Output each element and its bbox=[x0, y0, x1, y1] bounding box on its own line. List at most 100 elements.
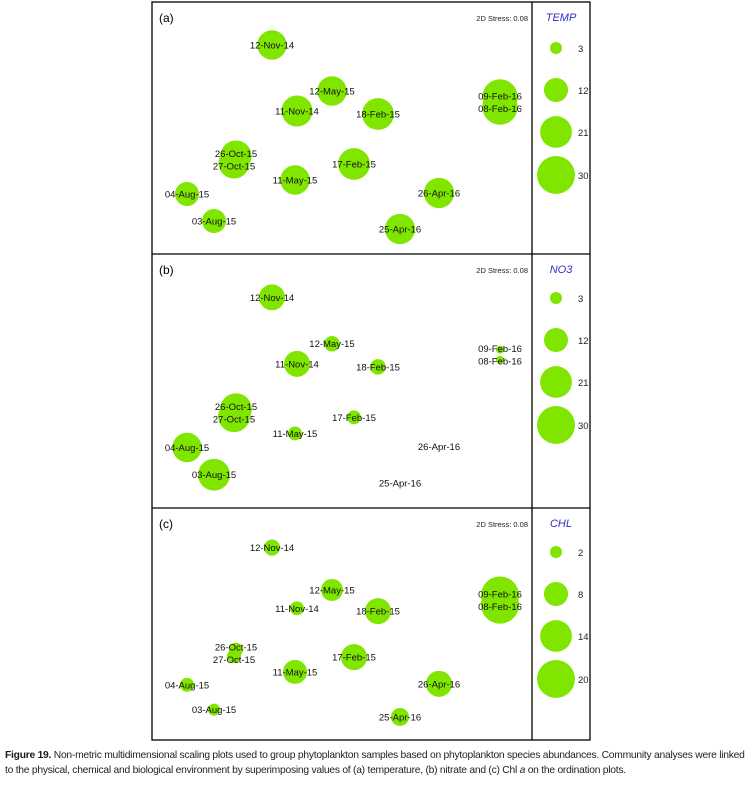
stress-label: 2D Stress: 0.08 bbox=[476, 266, 528, 275]
data-bubble bbox=[317, 76, 347, 106]
panel-label: (c) bbox=[159, 517, 173, 531]
legend-value: 3 bbox=[578, 294, 583, 305]
legend-bubble bbox=[540, 620, 572, 652]
data-bubble bbox=[180, 677, 194, 692]
point-label: 11-May-15 bbox=[273, 667, 318, 678]
data-bubble bbox=[496, 355, 504, 364]
legend-bubble bbox=[537, 156, 575, 194]
legend-value: 12 bbox=[578, 336, 589, 347]
legend-bubble bbox=[537, 660, 575, 698]
data-bubble bbox=[347, 410, 361, 425]
data-bubble bbox=[280, 165, 310, 195]
data-bubble bbox=[423, 177, 455, 209]
point-label: 18-Feb-15 bbox=[356, 110, 400, 121]
point-label: 26-Apr-16 bbox=[418, 189, 460, 200]
legend-bubble bbox=[537, 406, 575, 444]
point-label: 03-Aug-15 bbox=[192, 217, 236, 228]
data-bubble bbox=[207, 703, 221, 716]
point-label: 12-Nov-14 bbox=[250, 41, 294, 52]
point-label: 09-Feb-16 bbox=[478, 344, 522, 355]
data-bubble bbox=[384, 213, 416, 245]
data-bubble bbox=[437, 445, 441, 448]
data-bubble bbox=[282, 659, 308, 684]
legend-value: 21 bbox=[578, 128, 589, 139]
legend-title: NO3 bbox=[550, 264, 574, 276]
caption-label: Figure 19. bbox=[5, 750, 52, 761]
legend-value: 21 bbox=[578, 378, 589, 389]
legend-bubble bbox=[543, 327, 569, 353]
point-label: 11-Nov-14 bbox=[275, 359, 319, 370]
figure-frame bbox=[151, 1, 591, 741]
point-label: 08-Feb-16 bbox=[478, 357, 522, 368]
point-label: 11-May-15 bbox=[273, 176, 318, 187]
point-label: 11-Nov-14 bbox=[275, 107, 319, 118]
stress-label: 2D Stress: 0.08 bbox=[476, 14, 528, 23]
data-bubble bbox=[263, 539, 281, 556]
legend-bubble bbox=[549, 41, 563, 55]
panel-a: (a) 2D Stress: 0.08 TEMP 3 12 21 30 12-Nov-14 12… bbox=[159, 11, 589, 245]
legend-bubble bbox=[549, 545, 563, 559]
data-bubble bbox=[227, 649, 241, 664]
point-label: 18-Feb-15 bbox=[356, 362, 400, 373]
data-bubble bbox=[172, 432, 202, 463]
data-bubble bbox=[290, 601, 304, 616]
point-label: 17-Feb-15 bbox=[332, 653, 376, 664]
point-label: 08-Feb-16 bbox=[478, 104, 522, 115]
data-bubble bbox=[370, 359, 386, 375]
point-label: 09-Feb-16 bbox=[478, 91, 522, 102]
legend-bubble bbox=[549, 291, 563, 305]
point-label: 18-Feb-15 bbox=[356, 607, 400, 618]
point-label: 26-Apr-16 bbox=[418, 679, 460, 690]
data-bubble bbox=[174, 181, 200, 207]
legend-bubble bbox=[540, 116, 572, 148]
point-label: 04-Aug-15 bbox=[165, 443, 209, 454]
point-label: 12-Nov-14 bbox=[250, 293, 294, 304]
legend-value: 20 bbox=[578, 675, 589, 686]
legend-value: 14 bbox=[578, 632, 589, 643]
point-label: 11-May-15 bbox=[273, 429, 318, 440]
legend-bubble bbox=[543, 581, 569, 607]
data-bubble bbox=[362, 98, 394, 130]
legend-value: 3 bbox=[578, 44, 583, 55]
point-label: 12-May-15 bbox=[309, 585, 354, 596]
data-bubble bbox=[259, 284, 285, 311]
point-label: 27-Oct-15 bbox=[213, 161, 255, 172]
legend-value: 30 bbox=[578, 171, 589, 182]
data-bubble bbox=[218, 147, 250, 179]
data-bubble bbox=[218, 400, 250, 433]
nmds-figure: (a) 2D Stress: 0.08 TEMP 3 12 21 30 12-Nov-14 12… bbox=[151, 1, 591, 741]
panel-b: (b) 2D Stress: 0.08 NO3 3 12 21 30 12-Nov-14 12-… bbox=[152, 253, 590, 491]
legend-title: CHL bbox=[550, 518, 572, 530]
point-label: 26-Oct-15 bbox=[215, 642, 257, 653]
data-bubble bbox=[324, 335, 340, 352]
caption-italic: a bbox=[519, 764, 526, 776]
data-bubble bbox=[340, 644, 368, 671]
legend-bubble bbox=[540, 366, 572, 398]
data-bubble bbox=[364, 598, 392, 625]
point-label: 17-Feb-15 bbox=[332, 160, 376, 171]
point-label: 26-Oct-15 bbox=[215, 149, 257, 160]
panel-label: (a) bbox=[159, 11, 174, 25]
point-label: 27-Oct-15 bbox=[213, 655, 255, 666]
panel-label: (b) bbox=[159, 263, 174, 277]
data-bubble bbox=[281, 95, 313, 127]
point-label: 09-Feb-16 bbox=[478, 589, 522, 600]
caption-text: Non-metric multidimensional scaling plot… bbox=[5, 750, 745, 776]
data-bubble bbox=[425, 670, 453, 697]
legend-title: TEMP bbox=[546, 12, 577, 24]
legend-value: 2 bbox=[578, 548, 583, 559]
data-bubble bbox=[198, 458, 230, 491]
point-label: 27-Oct-15 bbox=[213, 415, 255, 426]
data-bubble bbox=[398, 481, 402, 484]
panel-c: (c) 2D Stress: 0.08 CHL 2 8 14 20 12-Nov-14 12-M… bbox=[152, 507, 590, 726]
data-bubble bbox=[482, 89, 518, 125]
point-label: 26-Oct-15 bbox=[215, 402, 257, 413]
data-bubble bbox=[284, 350, 310, 377]
data-bubble bbox=[390, 707, 410, 726]
data-bubble bbox=[321, 578, 343, 601]
data-bubble bbox=[257, 30, 287, 60]
data-bubble bbox=[201, 208, 227, 234]
point-label: 04-Aug-15 bbox=[165, 190, 209, 201]
data-bubble bbox=[338, 148, 370, 180]
point-label: 25-Apr-16 bbox=[379, 225, 421, 236]
